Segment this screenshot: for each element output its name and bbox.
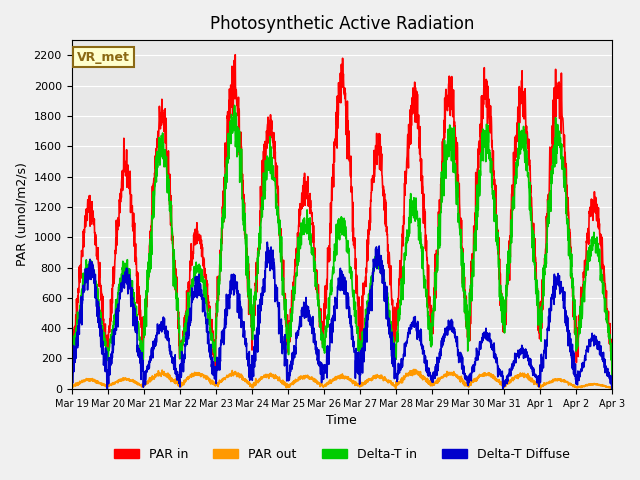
PAR out (561, 379, 568, 384)
PAR out (68, 383, 76, 389)
Delta-T Diffuse (68, 376, 76, 382)
Delta-T Diffuse (608, 386, 616, 392)
Line: Delta-T in: Delta-T in (72, 106, 612, 389)
Delta-T in (499, 301, 507, 307)
Delta-T in (561, 170, 568, 176)
PAR in (608, 386, 616, 392)
Delta-T Diffuse (561, 289, 568, 295)
Delta-T Diffuse (576, 374, 584, 380)
Line: Delta-T Diffuse: Delta-T Diffuse (72, 242, 612, 389)
PAR in (575, 324, 583, 329)
Delta-T in (369, 272, 377, 277)
Title: Photosynthetic Active Radiation: Photosynthetic Active Radiation (209, 15, 474, 33)
Delta-T in (231, 103, 239, 108)
PAR in (499, 307, 507, 313)
Y-axis label: PAR (umol/m2/s): PAR (umol/m2/s) (15, 163, 28, 266)
Delta-T in (608, 386, 616, 392)
Delta-T Diffuse (104, 386, 111, 392)
Legend: PAR in, PAR out, Delta-T in, Delta-T Diffuse: PAR in, PAR out, Delta-T in, Delta-T Dif… (109, 443, 575, 466)
PAR out (369, 376, 377, 382)
Delta-T Diffuse (219, 335, 227, 340)
PAR out (575, 384, 583, 390)
PAR out (410, 367, 418, 372)
Delta-T Diffuse (499, 373, 507, 379)
Delta-T in (68, 354, 76, 360)
PAR out (218, 378, 226, 384)
X-axis label: Time: Time (326, 414, 357, 427)
Line: PAR out: PAR out (72, 370, 612, 389)
PAR in (68, 346, 76, 351)
PAR in (561, 132, 568, 138)
PAR out (357, 382, 365, 388)
Delta-T Diffuse (369, 256, 377, 262)
Line: PAR in: PAR in (72, 55, 612, 389)
Delta-T in (358, 346, 365, 352)
Text: VR_met: VR_met (77, 50, 130, 63)
PAR out (608, 386, 616, 392)
Delta-T in (575, 318, 583, 324)
Delta-T Diffuse (358, 368, 365, 374)
PAR in (232, 52, 239, 58)
PAR in (369, 172, 377, 178)
PAR out (499, 384, 507, 389)
PAR in (218, 214, 226, 220)
Delta-T Diffuse (264, 239, 271, 245)
PAR in (358, 313, 365, 319)
Delta-T in (218, 215, 226, 220)
